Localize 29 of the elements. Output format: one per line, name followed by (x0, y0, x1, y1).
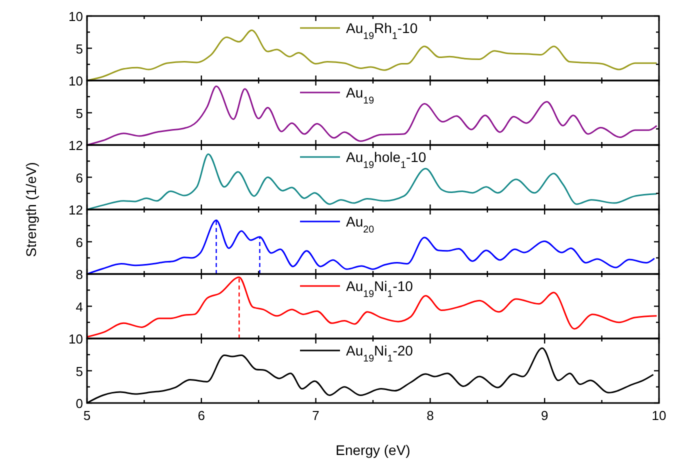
legend-label: Au$_{19}$hole$_{1}$-10 (346, 149, 426, 170)
y-tick-label: 12 (68, 202, 83, 218)
y-tick-label: 12 (68, 138, 83, 153)
line-series (87, 276, 658, 338)
x-tick-label: 10 (652, 408, 666, 423)
y-tick-label: 6 (76, 170, 83, 186)
legend-label: Au$_{19}$Rh$_{1}$-10 (346, 20, 418, 42)
y-tick-label: 6 (76, 234, 83, 250)
y-tick-label: 5 (76, 106, 83, 121)
x-tick-label: 7 (312, 408, 320, 423)
legend-label: Au$_{19}$ (346, 84, 374, 106)
y-axis-title: Strength (1/eV) (23, 162, 39, 257)
y-tick-label: 0 (76, 396, 83, 411)
y-tick-label: 4 (76, 299, 83, 314)
legend-label: Au$_{19}$Ni$_{1}$-10 (346, 278, 414, 300)
y-tick-label: 5 (76, 364, 83, 379)
y-tick-label: 10 (68, 9, 83, 24)
line-series (87, 153, 658, 210)
x-axis-title: Energy (eV) (336, 442, 410, 458)
y-tick-label: 8 (76, 267, 83, 282)
legend-label: Au$_{19}$Ni$_{1}$-20 (346, 342, 414, 364)
line-series (87, 86, 658, 145)
y-tick-label: 10 (68, 74, 83, 88)
y-tick-label: 5 (76, 41, 83, 56)
y-tick-label: 10 (68, 332, 83, 346)
legend-label: Au$_{20}$ (346, 214, 375, 235)
x-tick-label: 8 (426, 408, 434, 423)
x-tick-label: 9 (540, 408, 548, 423)
x-tick-label: 6 (198, 408, 206, 423)
